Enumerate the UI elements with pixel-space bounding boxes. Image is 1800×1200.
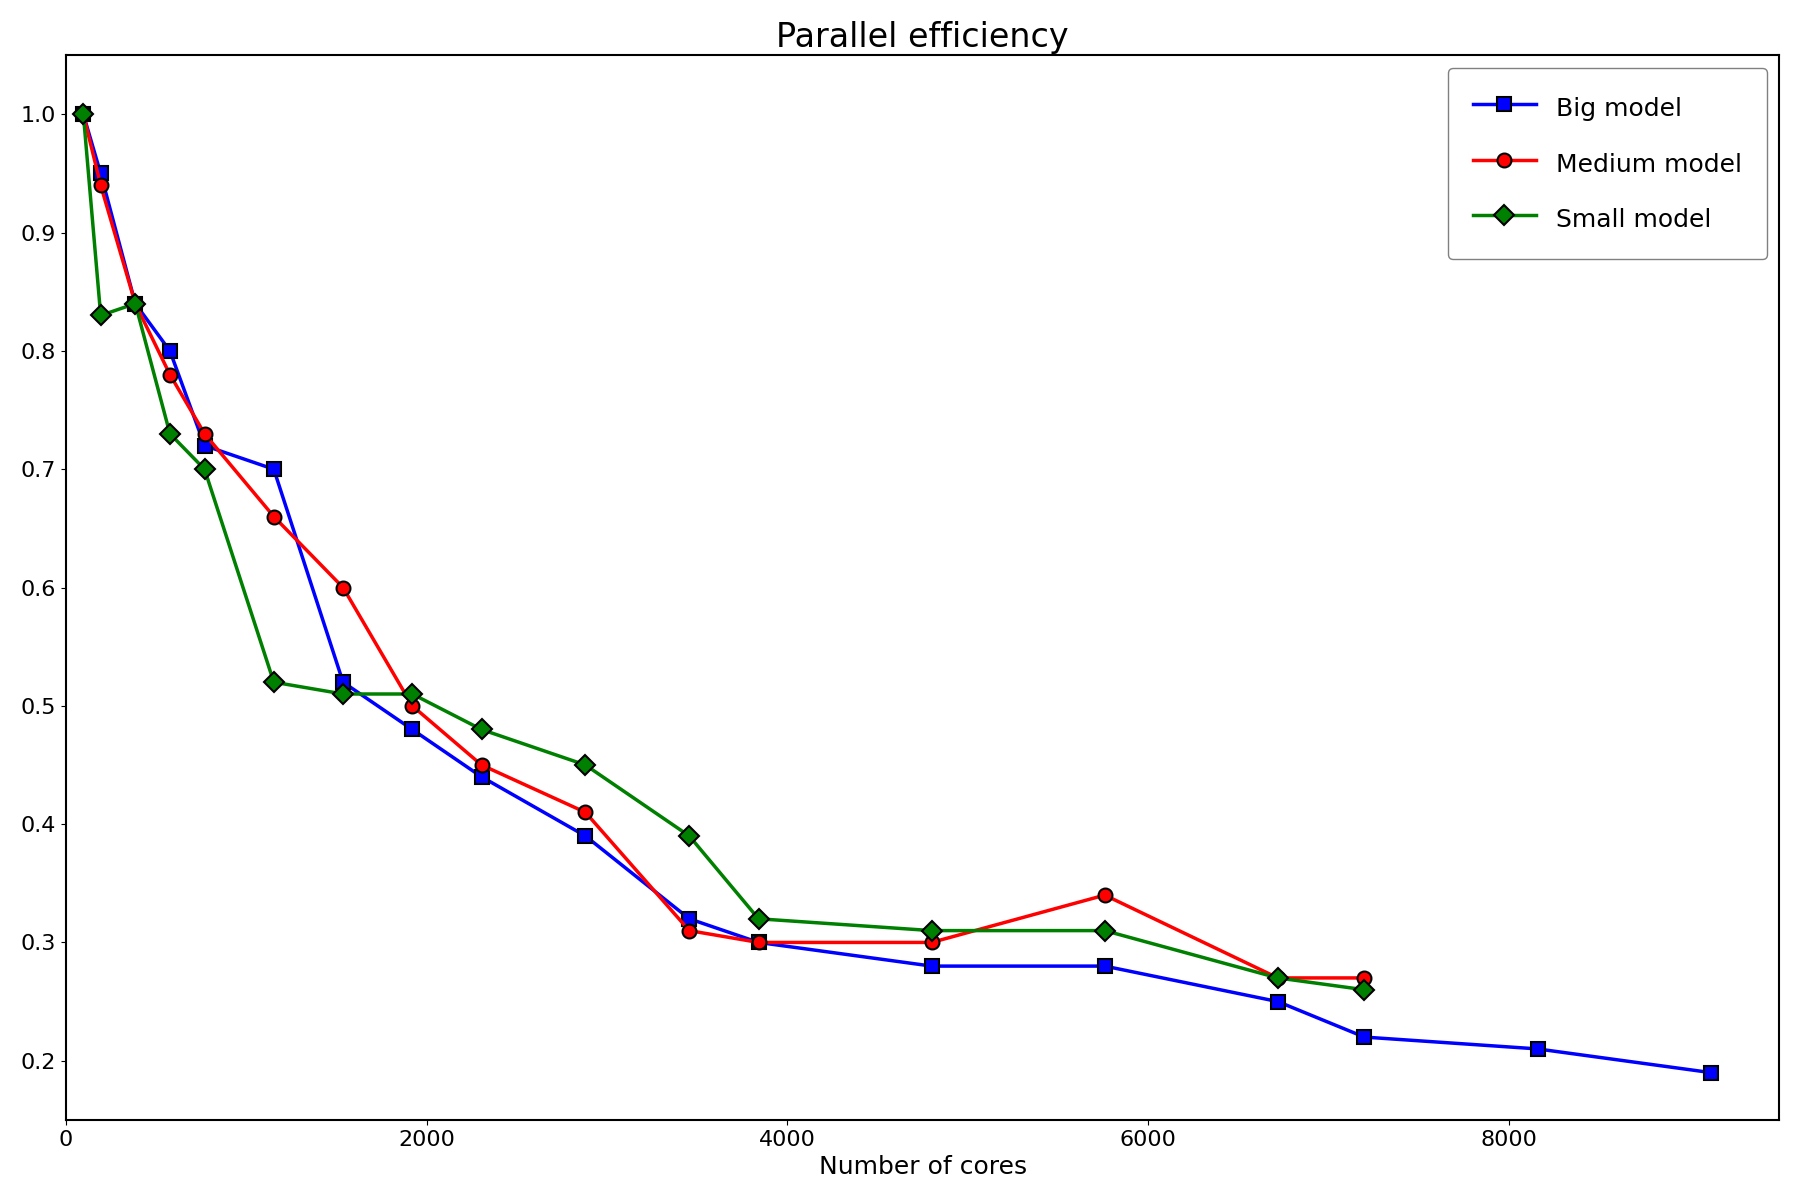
Medium model <box>401 698 423 713</box>
Big model <box>124 296 146 311</box>
Big model <box>1267 995 1289 1009</box>
Big model <box>333 674 355 689</box>
Big model <box>1354 1030 1375 1044</box>
Small model <box>333 686 355 701</box>
Title: Parallel efficiency: Parallel efficiency <box>776 20 1069 54</box>
Big model <box>1526 1042 1548 1056</box>
Medium model <box>922 935 943 949</box>
Small model <box>1267 971 1289 985</box>
Line: Medium model: Medium model <box>76 107 1372 985</box>
Big model <box>90 167 112 181</box>
Medium model <box>1267 971 1289 985</box>
Medium model <box>574 805 596 820</box>
Small model <box>472 722 493 737</box>
Big model <box>72 107 94 121</box>
Medium model <box>158 367 180 382</box>
Small model <box>1094 924 1116 938</box>
Small model <box>194 462 216 476</box>
Medium model <box>472 757 493 772</box>
Medium model <box>679 924 700 938</box>
Big model <box>679 912 700 926</box>
Big model <box>472 769 493 784</box>
Small model <box>158 426 180 440</box>
Big model <box>747 935 769 949</box>
Small model <box>72 107 94 121</box>
Small model <box>574 757 596 772</box>
Legend: Big model, Medium model, Small model: Big model, Medium model, Small model <box>1449 67 1766 259</box>
Big model <box>158 343 180 358</box>
Big model <box>922 959 943 973</box>
Medium model <box>1094 888 1116 902</box>
Small model <box>679 829 700 844</box>
Medium model <box>72 107 94 121</box>
Big model <box>574 829 596 844</box>
Medium model <box>333 581 355 595</box>
Big model <box>263 462 284 476</box>
Medium model <box>124 296 146 311</box>
Small model <box>124 296 146 311</box>
X-axis label: Number of cores: Number of cores <box>819 1156 1026 1180</box>
Medium model <box>1354 971 1375 985</box>
Small model <box>1354 983 1375 997</box>
Big model <box>1699 1066 1721 1080</box>
Big model <box>194 438 216 452</box>
Line: Small model: Small model <box>76 107 1372 997</box>
Small model <box>922 924 943 938</box>
Small model <box>263 674 284 689</box>
Big model <box>1094 959 1116 973</box>
Big model <box>401 722 423 737</box>
Small model <box>401 686 423 701</box>
Small model <box>90 308 112 323</box>
Medium model <box>194 426 216 440</box>
Small model <box>747 912 769 926</box>
Medium model <box>263 509 284 523</box>
Line: Big model: Big model <box>76 107 1717 1080</box>
Medium model <box>90 178 112 192</box>
Medium model <box>747 935 769 949</box>
